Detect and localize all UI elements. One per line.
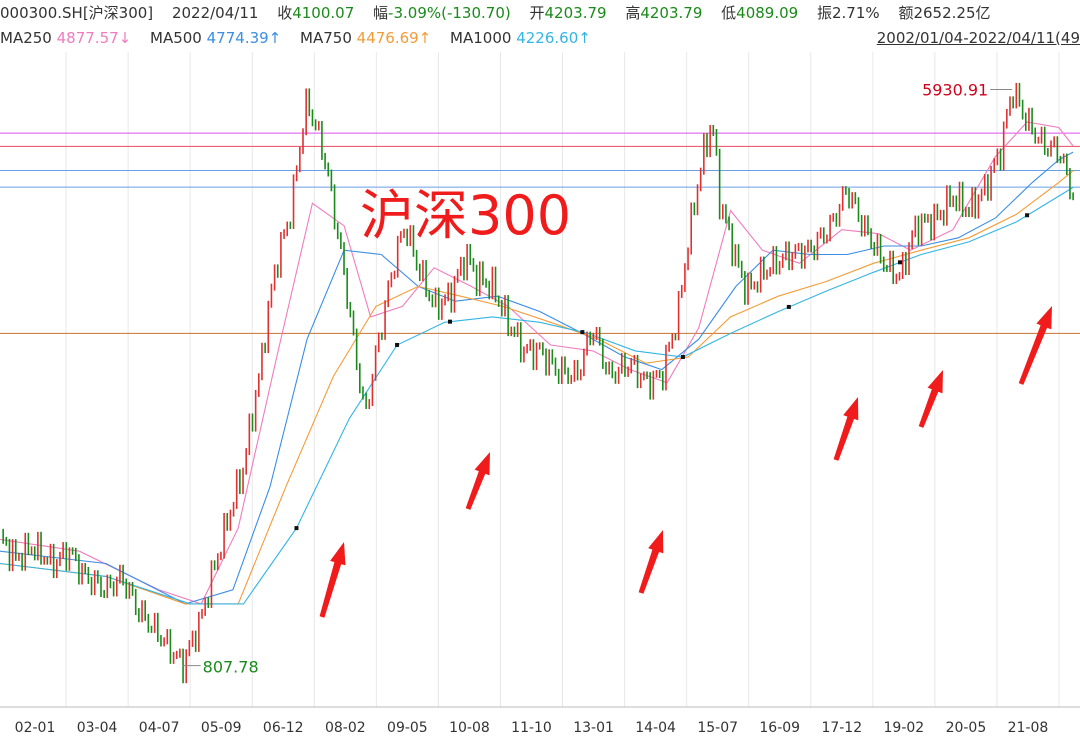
arrow-layer — [319, 306, 1052, 618]
ma500-value: 4774.39↑ — [206, 29, 282, 47]
x-tick-label: 15-07 — [697, 720, 738, 736]
ma500-label: MA500 — [150, 29, 202, 47]
amount-label: 额 — [898, 4, 914, 22]
index-code: 000300.SH[沪深300] — [0, 4, 154, 22]
ma-legend: MA250 4877.57↓ MA500 4774.39↑ MA750 4476… — [0, 26, 1080, 50]
marker-square — [898, 260, 902, 265]
ma500-legend: MA500 4774.39↑ — [150, 29, 281, 47]
x-tick-label: 20-05 — [946, 720, 987, 736]
amplitude-label: 振 — [816, 4, 832, 22]
x-tick-label: 06-12 — [263, 720, 304, 736]
ma250-label: MA250 — [0, 29, 52, 47]
amplitude-field: 振2.71% — [817, 4, 880, 22]
marker-square — [448, 319, 452, 324]
arrow-icon — [319, 542, 346, 618]
close-value: 4100.07 — [292, 4, 355, 22]
marker-square — [395, 342, 400, 347]
high-label: 高 — [625, 4, 641, 22]
low-field: 低4089.09 — [721, 4, 798, 22]
price-annotations: 5930.91 807.78 — [182, 80, 1013, 677]
x-tick-label: 09-05 — [387, 720, 428, 736]
date-range-link[interactable]: 2002/01/04-2022/04/11(49 — [872, 26, 1080, 50]
low-label: 低 — [721, 4, 737, 22]
marker-square — [1025, 213, 1030, 218]
ma750-line — [0, 170, 1074, 605]
x-tick-label: 03-04 — [77, 720, 118, 736]
arrow-icon — [465, 452, 490, 510]
ma750-label: MA750 — [300, 29, 352, 47]
x-tick-label: 16-09 — [759, 720, 800, 736]
x-tick-label: 05-09 — [201, 720, 242, 736]
x-tick-label: 02-01 — [15, 720, 56, 736]
high-field: 高4203.79 — [625, 4, 702, 22]
marker-square — [680, 354, 685, 359]
index-chart[interactable]: 沪深300 5930.91 807.78 02-01 03-04 04-07 05-09… — [0, 52, 1080, 741]
change-value: -3.09%(-130.70) — [388, 4, 511, 22]
x-tick-label: 21-08 — [1008, 720, 1049, 736]
horizontal-reference-lines — [0, 132, 1080, 334]
ma250-legend: MA250 4877.57↓ — [0, 29, 131, 47]
high-annotation: 5930.91 — [922, 80, 988, 99]
ma1000-legend: MA1000 4226.60↑ — [450, 29, 591, 47]
amount-value: 2652.25亿 — [913, 4, 991, 22]
ma1000-line — [0, 186, 1074, 605]
x-tick-label: 04-07 — [139, 720, 180, 736]
open-label: 开 — [529, 4, 545, 22]
x-tick-label: 19-02 — [884, 720, 925, 736]
ma250-line — [0, 121, 1074, 605]
x-tick-label: 08-02 — [325, 720, 366, 736]
x-tick-label: 11-10 — [511, 720, 552, 736]
close-field: 收4100.07 — [277, 4, 354, 22]
high-value: 4203.79 — [640, 4, 703, 22]
arrow-icon — [833, 397, 859, 461]
change-field: 幅-3.09%(-130.70) — [373, 4, 511, 22]
ma750-legend: MA750 4476.69↑ — [300, 29, 431, 47]
overlay-title: 沪深300 — [360, 184, 571, 247]
series-layer — [0, 82, 1074, 684]
open-value: 4203.79 — [544, 4, 607, 22]
quote-date: 2022/04/11 — [171, 4, 259, 22]
ma750-value: 4476.69↑ — [356, 29, 432, 47]
amount-field: 额2652.25亿 — [898, 4, 990, 22]
arrow-icon — [918, 370, 943, 428]
x-tick-label: 13-01 — [573, 720, 614, 736]
x-tick-label: 10-08 — [449, 720, 490, 736]
low-annotation: 807.78 — [203, 658, 259, 677]
marker-square — [786, 304, 791, 309]
marker-layer — [294, 213, 1030, 531]
open-field: 开4203.79 — [530, 4, 607, 22]
x-axis: 02-01 03-04 04-07 05-09 06-12 08-02 09-05 10-08… — [15, 720, 1049, 736]
change-label: 幅 — [373, 4, 389, 22]
marker-square — [294, 526, 299, 531]
low-value: 4089.09 — [736, 4, 799, 22]
x-tick-label: 14-04 — [635, 720, 676, 736]
arrow-icon — [638, 530, 664, 594]
arrow-icon — [1018, 306, 1052, 385]
quote-header: 000300.SH[沪深300] 2022/04/11 收4100.07 幅-3… — [0, 0, 1080, 26]
x-tick-label: 17-12 — [821, 720, 862, 736]
close-label: 收 — [277, 4, 293, 22]
ma1000-value: 4226.60↑ — [516, 29, 591, 47]
marker-square — [580, 330, 585, 335]
amplitude-value: 2.71% — [832, 4, 880, 22]
ma250-value: 4877.57↓ — [56, 29, 132, 47]
ma1000-label: MA1000 — [450, 29, 512, 47]
